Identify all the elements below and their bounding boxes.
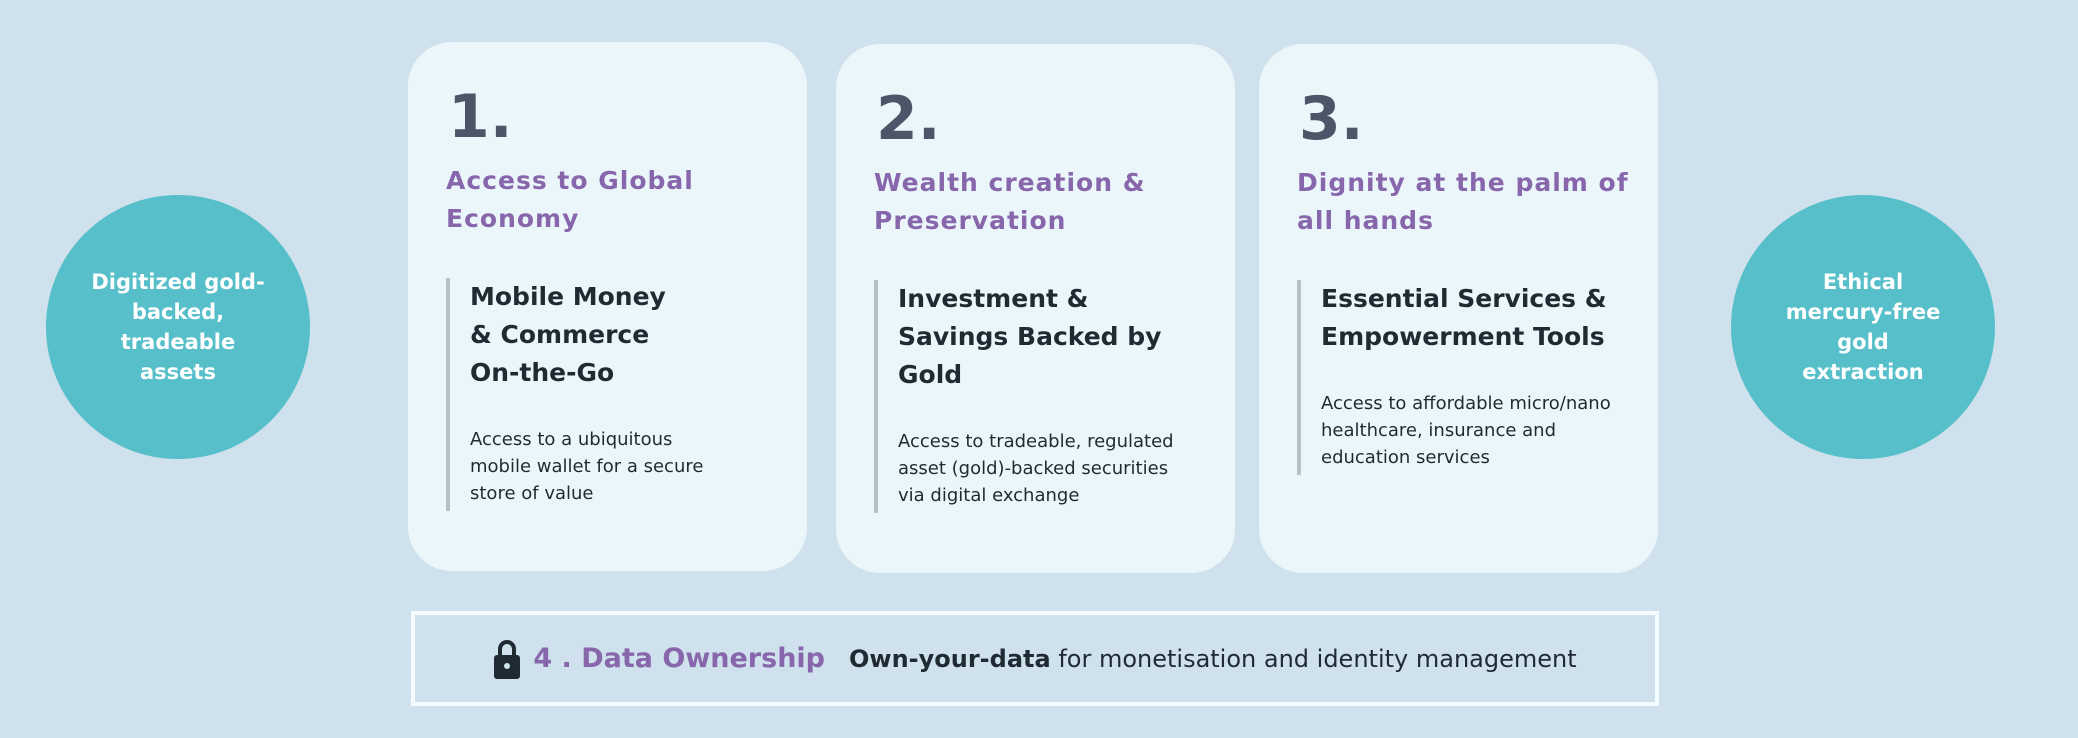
card-1: 1. Access to Global Economy Mobile Money…	[408, 42, 807, 571]
card-2: 2. Wealth creation & Preservation Invest…	[836, 44, 1235, 573]
card-subtitle: Mobile Money & Commerce On-the-Go	[470, 282, 666, 387]
card-description: Access to tradeable, regulated asset (go…	[898, 431, 1174, 506]
right-circle: Ethical mercury-free gold extraction	[1731, 195, 1995, 459]
banner-rest-text: for monetisation and identity management	[1050, 644, 1577, 673]
card-title: Wealth creation & Preservation	[874, 168, 1146, 235]
card-title: Access to Global Economy	[446, 166, 694, 233]
card-3: 3. Dignity at the palm of all hands Esse…	[1259, 44, 1658, 573]
card-body: Essential Services & Empowerment Tools A…	[1297, 280, 1620, 475]
card-subtitle: Investment & Savings Backed by Gold	[898, 284, 1162, 389]
card-description: Access to a ubiquitous mobile wallet for…	[470, 429, 704, 504]
right-circle-text: Ethical mercury-free gold extraction	[1785, 270, 1941, 384]
card-body: Investment & Savings Backed by Gold Acce…	[874, 280, 1197, 513]
left-circle-text: Digitized gold-backed, tradeable assets	[91, 270, 265, 384]
card-number: 2.	[876, 84, 941, 154]
banner-bold-text: Own-your-data	[849, 644, 1051, 673]
card-number: 3.	[1299, 84, 1364, 154]
data-ownership-banner: 4 . Data Ownership Own-your-data for mon…	[411, 611, 1659, 706]
banner-text: Own-your-data for monetisation and ident…	[849, 645, 1577, 673]
card-number: 1.	[448, 82, 513, 152]
card-title: Dignity at the palm of all hands	[1297, 168, 1629, 235]
card-description: Access to affordable micro/nano healthca…	[1321, 393, 1611, 468]
left-circle: Digitized gold-backed, tradeable assets	[46, 195, 310, 459]
card-body: Mobile Money & Commerce On-the-Go Access…	[446, 278, 769, 511]
lock-icon	[494, 639, 521, 679]
banner-title: 4 . Data Ownership	[533, 643, 825, 674]
card-subtitle: Essential Services & Empowerment Tools	[1321, 284, 1607, 351]
